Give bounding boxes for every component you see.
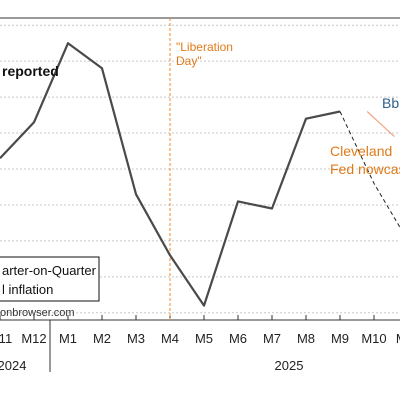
liberation-day-label: "Liberation [176,40,233,54]
legend: arter-on-Quarter l inflation [0,256,100,302]
x-tick-label: M8 [297,331,315,346]
year-label: 2024 [0,358,26,373]
x-axis-labels: M11 M12 M1 M2 M3 M4 M5 M6 M7 M8 M9 M10 M11 [0,331,400,346]
gridlines [0,24,400,314]
cleveland-label-line1: Cleveland [330,143,392,159]
chart-title: reported [2,63,59,79]
source-label: onbrowser.com [0,307,75,319]
x-tick-label: M12 [21,331,46,346]
liberation-day-label-line2: Day" [176,54,202,68]
year-labels: 2024 2025 [0,358,303,373]
series-line-bb [366,111,395,138]
x-tick-label: M2 [93,331,111,346]
legend-line2: l inflation [2,282,53,297]
bb-label: Bb [382,95,399,111]
series-line-cleveland-fed-nowcast [339,111,400,229]
legend-line1: arter-on-Quarter [2,263,97,278]
year-label: 2025 [275,358,304,373]
series-line-reported [0,42,341,307]
x-tick-label: M11 [396,331,400,346]
x-tick-label: M10 [361,331,386,346]
x-tick-label: M1 [59,331,77,346]
x-tick-label: M11 [0,331,12,346]
series-layer [0,42,400,307]
x-tick-label: M3 [127,331,145,346]
x-tick-label: M7 [263,331,281,346]
x-tick-label: M6 [229,331,247,346]
legend-box [0,256,100,302]
cleveland-label-line2: Fed nowcas [330,161,400,177]
x-tick-label: M9 [331,331,349,346]
x-tick-label: M5 [195,331,213,346]
x-tick-label: M4 [161,331,179,346]
